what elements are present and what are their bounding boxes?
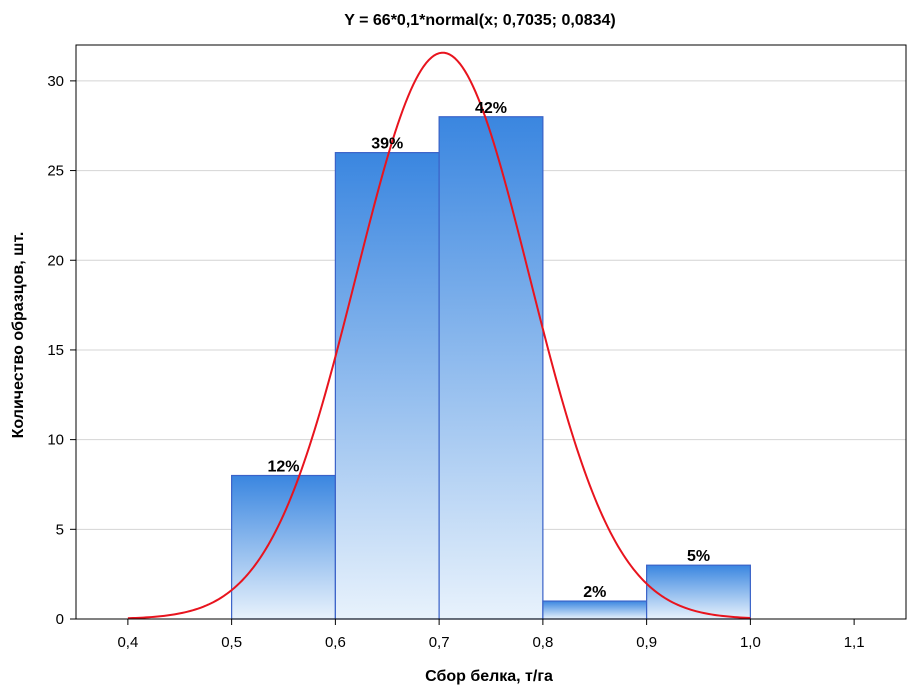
x-tick-label: 0,8 — [532, 634, 553, 651]
x-tick-label: 0,7 — [429, 634, 450, 651]
histogram-bar — [231, 474, 336, 620]
x-tick-label: 0,4 — [117, 634, 138, 651]
y-tick-label: 25 — [47, 163, 64, 180]
bar-percent-label: 2% — [583, 584, 606, 601]
y-tick-label: 10 — [47, 432, 64, 449]
chart-title: Y = 66*0,1*normal(x; 0,7035; 0,0834) — [344, 12, 615, 29]
bar-percent-label: 42% — [475, 100, 507, 117]
histogram-bar — [334, 152, 440, 620]
y-axis-ticks: 0 5 10 15 20 25 30 — [47, 73, 76, 628]
y-tick-label: 15 — [47, 342, 64, 359]
x-tick-label: 1,1 — [844, 634, 865, 651]
x-tick-label: 0,6 — [325, 634, 346, 651]
y-tick-label: 5 — [56, 521, 64, 538]
normal-fit-curve — [127, 51, 751, 620]
histogram-bar — [438, 116, 544, 620]
plot-area-frame — [75, 44, 907, 620]
x-tick-label: 0,5 — [221, 634, 242, 651]
histogram-bar — [542, 600, 648, 620]
x-tick-label: 1,0 — [740, 634, 761, 651]
y-axis-title: Количество образцов, шт. — [10, 232, 27, 439]
x-axis-ticks: 0,4 0,5 0,6 0,7 0,8 0,9 1,0 1,1 — [117, 619, 865, 651]
y-tick-label: 30 — [47, 73, 64, 90]
x-tick-label: 0,9 — [636, 634, 657, 651]
y-tick-label: 20 — [47, 252, 64, 269]
normal-curve — [127, 51, 751, 620]
bar-percent-labels: 12% 39% 42% 2% 5% — [267, 100, 710, 601]
x-axis-title: Сбор белка, т/га — [425, 668, 553, 685]
y-tick-label: 0 — [56, 611, 64, 628]
histogram-bars — [231, 116, 751, 620]
bar-percent-label: 39% — [371, 136, 403, 153]
bar-percent-label: 5% — [687, 548, 710, 565]
bar-percent-label: 12% — [267, 459, 299, 476]
